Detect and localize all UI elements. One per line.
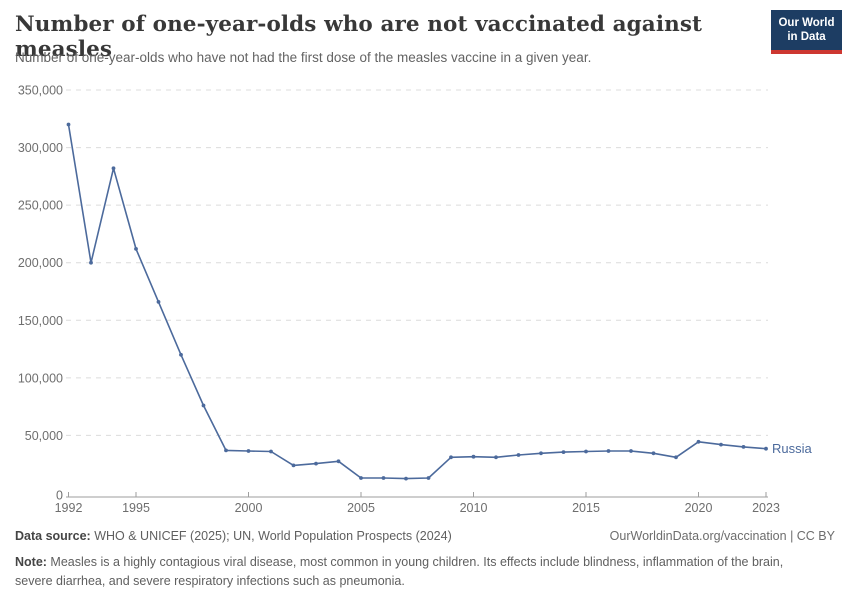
data-point[interactable] — [539, 451, 543, 456]
data-point[interactable] — [696, 439, 701, 444]
data-point[interactable] — [516, 453, 521, 457]
x-tick-label: 2010 — [460, 501, 488, 515]
y-tick-label: 350,000 — [18, 84, 63, 98]
y-tick-label: 150,000 — [18, 314, 63, 328]
x-tick-label: 2005 — [347, 501, 375, 515]
data-point[interactable] — [179, 352, 183, 357]
data-source-label: Data source: — [15, 529, 91, 543]
data-point[interactable] — [156, 300, 161, 304]
note-text: Measles is a highly contagious viral dis… — [15, 555, 784, 588]
data-point[interactable] — [359, 476, 363, 480]
data-point[interactable] — [494, 455, 498, 460]
data-point[interactable] — [651, 451, 656, 456]
x-tick-label: 1992 — [55, 501, 83, 515]
note-label: Note: — [15, 555, 47, 569]
attribution-link[interactable]: OurWorldinData.org/vaccination | CC BY — [609, 529, 835, 543]
data-point[interactable] — [741, 445, 746, 449]
x-tick-label: 2023 — [752, 501, 780, 515]
y-tick-label: 0 — [56, 489, 63, 503]
data-point[interactable] — [111, 166, 116, 171]
data-point[interactable] — [561, 450, 566, 454]
x-tick-label: 2000 — [235, 501, 263, 515]
data-point[interactable] — [719, 442, 723, 447]
data-point[interactable] — [269, 449, 273, 454]
data-point[interactable] — [629, 449, 633, 453]
page-title: Number of one-year-olds who are not vacc… — [15, 12, 703, 62]
data-point[interactable] — [224, 448, 228, 453]
data-point[interactable] — [606, 449, 611, 453]
y-tick-label: 250,000 — [18, 199, 63, 213]
y-tick-label: 100,000 — [18, 371, 63, 385]
data-source-text: WHO & UNICEF (2025); UN, World Populatio… — [90, 529, 452, 543]
data-point[interactable] — [471, 454, 476, 459]
page-subtitle: Number of one-year-olds who have not had… — [15, 50, 592, 65]
data-point[interactable] — [584, 449, 588, 454]
data-point[interactable] — [404, 476, 408, 481]
y-tick-label: 200,000 — [18, 256, 63, 270]
data-point[interactable] — [426, 476, 431, 480]
data-point[interactable] — [89, 260, 93, 265]
owid-logo[interactable]: Our World in Data — [771, 10, 842, 54]
owid-logo-line1: Our World — [778, 17, 835, 29]
data-point[interactable] — [246, 449, 251, 453]
data-point[interactable] — [66, 122, 71, 127]
data-point[interactable] — [336, 459, 341, 464]
data-point[interactable] — [134, 247, 138, 251]
data-point[interactable] — [314, 461, 318, 466]
x-tick-label: 2015 — [572, 501, 600, 515]
data-point[interactable] — [201, 403, 206, 408]
x-tick-label: 1995 — [122, 501, 150, 515]
data-point[interactable] — [449, 455, 453, 460]
owid-logo-line2: in Data — [787, 31, 826, 44]
data-point[interactable] — [381, 476, 386, 480]
y-tick-label: 300,000 — [18, 141, 63, 155]
chart-note: Note: Measles is a highly contagious vir… — [15, 553, 815, 591]
data-point[interactable] — [291, 463, 296, 468]
data-point[interactable] — [764, 446, 768, 451]
x-tick-label: 2020 — [685, 501, 713, 515]
y-tick-label: 50,000 — [25, 429, 63, 443]
series-end-label[interactable]: Russia — [772, 441, 813, 456]
trend-line — [67, 123, 767, 480]
data-source: Data source: WHO & UNICEF (2025); UN, Wo… — [15, 529, 452, 543]
data-point[interactable] — [674, 455, 678, 460]
